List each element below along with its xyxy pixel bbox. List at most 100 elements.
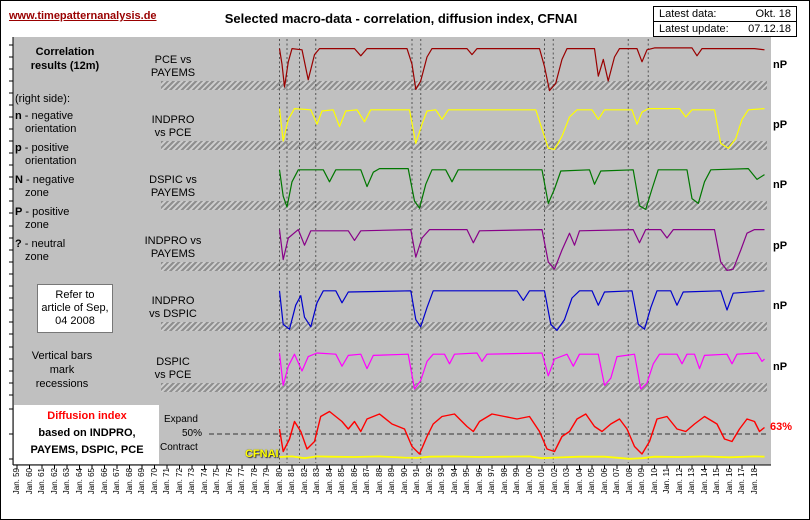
x-axis-label: Jan. 77 bbox=[237, 468, 246, 495]
latest-data-value: Okt. 18 bbox=[755, 8, 791, 20]
x-axis-label: Jan. 86 bbox=[349, 468, 359, 495]
legend-item: ? - neutral zone bbox=[15, 238, 66, 263]
latest-data-row: Latest data: Okt. 18 bbox=[654, 7, 796, 21]
correlation-flag: nP bbox=[773, 59, 788, 71]
series-label: INDPRO vs PAYEMS bbox=[144, 235, 202, 260]
x-axis-label: Jan. 04 bbox=[574, 468, 584, 495]
legend-items: n - negative orientation p - positive orien… bbox=[15, 110, 121, 264]
correlation-flag: pP bbox=[773, 240, 788, 252]
x-axis-label: Jan. 72 bbox=[174, 468, 184, 495]
x-axis-label: Jan. 14 bbox=[699, 468, 709, 495]
x-axis-label: Jan. 92 bbox=[424, 468, 434, 495]
x-axis-label: Jan. 18 bbox=[749, 468, 759, 495]
x-axis-label: Jan. 83 bbox=[312, 468, 321, 495]
series-line-indpro-vs-dspic bbox=[278, 290, 765, 331]
expand-label: Expand bbox=[164, 414, 198, 425]
neutral-zone-bar bbox=[161, 262, 767, 271]
x-axis-label: Jan. 90 bbox=[399, 468, 409, 495]
correlation-flag: pP bbox=[773, 119, 788, 131]
neutral-zone-bar bbox=[161, 201, 767, 210]
x-axis-label: Jan. 60 bbox=[24, 468, 34, 495]
neutral-zone-bar bbox=[161, 81, 767, 90]
series-label: DSPIC vs PCE bbox=[154, 356, 192, 381]
contract-label: Contract bbox=[160, 442, 198, 453]
x-axis-label: Jan. 63 bbox=[62, 468, 71, 495]
x-axis-label: Jan. 74 bbox=[199, 468, 209, 495]
page-title: Selected macro-data - correlation, diffu… bbox=[224, 11, 578, 26]
x-axis-label: Jan. 97 bbox=[487, 468, 496, 495]
diffusion-index-title: Diffusion index bbox=[47, 410, 127, 422]
x-axis-label: Jan. 67 bbox=[112, 468, 121, 495]
x-axis-label: Jan. 05 bbox=[587, 468, 596, 495]
fifty-percent-label: 50% bbox=[182, 428, 203, 439]
legend-intro: (right side): bbox=[15, 93, 71, 105]
diffusion-text-background bbox=[14, 405, 159, 464]
series-line-indpro-vs-pce bbox=[278, 107, 765, 150]
series-line-pce-vs-payems bbox=[278, 47, 765, 92]
x-axis-label: Jan. 61 bbox=[37, 468, 46, 495]
series-label: INDPRO vs PCE bbox=[151, 114, 195, 139]
x-axis-label: Jan. 91 bbox=[412, 468, 421, 495]
orientation-legend: (right side): n - negative orientation p -… bbox=[15, 93, 121, 270]
x-axis-label: Jan. 02 bbox=[549, 468, 559, 495]
x-axis-label: Jan. 73 bbox=[187, 468, 196, 495]
x-axis-label: Jan. 11 bbox=[662, 468, 671, 494]
legend-item: P - positive zone bbox=[15, 206, 70, 231]
x-axis-label: Jan. 94 bbox=[449, 468, 459, 495]
series-label: PCE vs PAYEMS bbox=[150, 54, 196, 79]
x-axis-label: Jan. 96 bbox=[474, 468, 484, 495]
neutral-zone-bar bbox=[161, 141, 767, 150]
legend-item: N - negative zone bbox=[15, 174, 75, 199]
x-axis-label: Jan. 08 bbox=[624, 468, 634, 495]
x-axis-label: Jan. 80 bbox=[274, 468, 284, 495]
legend-item: n - negative orientation bbox=[15, 110, 77, 135]
x-axis-label: Jan. 99 bbox=[512, 468, 521, 495]
series-label: INDPRO vs DSPIC bbox=[149, 295, 197, 320]
correlation-flag: nP bbox=[773, 179, 788, 191]
latest-update-row: Latest update: 07.12.18 bbox=[654, 21, 796, 36]
x-axis-label: Jan. 75 bbox=[212, 468, 221, 495]
x-axis-label: Jan. 89 bbox=[387, 468, 396, 495]
x-axis-label: Jan. 71 bbox=[162, 468, 171, 495]
x-axis-label: Jan. 93 bbox=[437, 468, 446, 495]
x-axis-label: Jan. 95 bbox=[462, 468, 471, 495]
x-axis-label: Jan. 68 bbox=[124, 468, 134, 495]
x-axis-label: Jan. 85 bbox=[337, 468, 346, 495]
x-axis-label: Jan. 10 bbox=[649, 468, 659, 495]
site-link[interactable]: www.timepatternanalysis.de bbox=[9, 10, 157, 22]
x-axis-label: Jan. 03 bbox=[562, 468, 571, 495]
x-axis-label: Jan. 65 bbox=[87, 468, 96, 495]
x-axis-label: Jan. 01 bbox=[537, 468, 546, 495]
x-axis-label: Jan. 66 bbox=[99, 468, 109, 495]
recession-note: Vertical bars mark recessions bbox=[31, 350, 93, 390]
latest-data-label: Latest data: bbox=[659, 8, 717, 20]
x-axis-label: Jan. 87 bbox=[362, 468, 371, 495]
x-axis-label: Jan. 13 bbox=[687, 468, 696, 495]
correlation-flag: nP bbox=[773, 300, 788, 312]
x-axis-label: Jan. 81 bbox=[287, 468, 296, 495]
x-axis-label: Jan. 76 bbox=[224, 468, 234, 495]
neutral-zone-bar bbox=[161, 383, 767, 392]
legend-item: p - positive orientation bbox=[15, 142, 77, 167]
cfnai-label: CFNAI bbox=[245, 448, 279, 460]
series-line-indpro-vs-payems bbox=[278, 229, 765, 271]
x-axis-label: Jan. 59 bbox=[12, 468, 21, 495]
latest-update-value: 07.12.18 bbox=[748, 23, 791, 35]
x-axis-label: Jan. 78 bbox=[249, 468, 259, 495]
latest-update-label: Latest update: bbox=[659, 23, 729, 35]
latest-info-box: Latest data: Okt. 18 Latest update: 07.1… bbox=[653, 6, 797, 37]
diffusion-based-on-line1: based on INDPRO, bbox=[38, 427, 136, 439]
x-axis-label: Jan. 17 bbox=[737, 468, 746, 495]
x-axis-label: Jan. 62 bbox=[49, 468, 59, 495]
x-axis-label: Jan. 98 bbox=[499, 468, 509, 495]
x-axis-label: Jan. 12 bbox=[674, 468, 684, 495]
x-axis-label: Jan. 64 bbox=[74, 468, 84, 495]
x-axis-label: Jan. 82 bbox=[299, 468, 309, 495]
neutral-zone-bar bbox=[161, 322, 767, 331]
diffusion-based-on-line2: PAYEMS, DSPIC, PCE bbox=[30, 444, 144, 456]
x-axis-label: Jan. 09 bbox=[637, 468, 646, 495]
diffusion-current-value: 63% bbox=[770, 421, 793, 433]
